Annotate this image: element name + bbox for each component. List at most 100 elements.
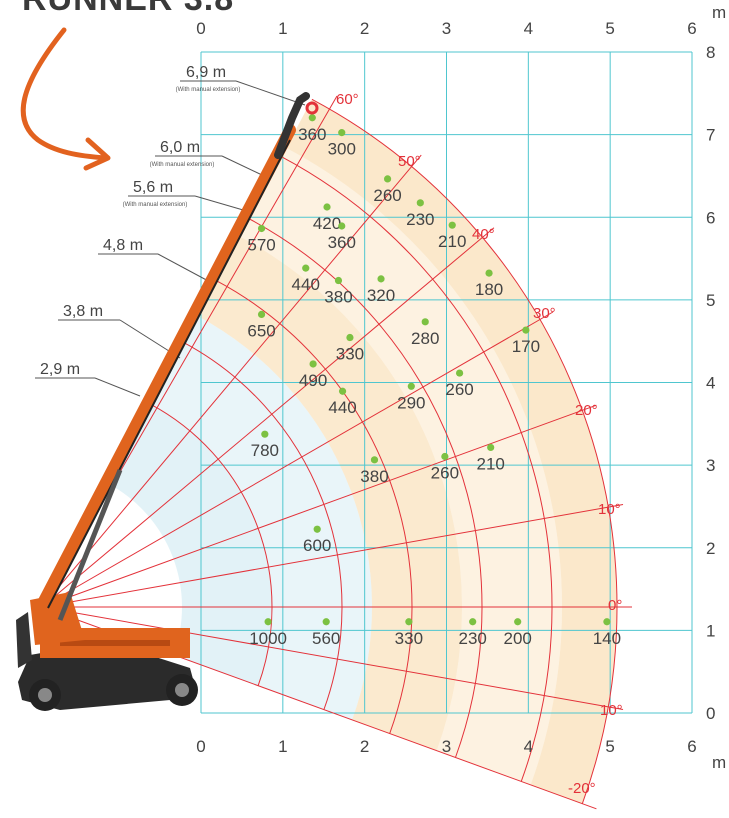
load-value: 280 <box>411 329 439 348</box>
load-value: 360 <box>298 125 326 144</box>
angle-label: 0° <box>608 597 622 614</box>
load-value: 440 <box>328 398 356 417</box>
y-axis-right: 0 1 2 3 4 5 6 7 8 <box>706 43 715 723</box>
load-point <box>405 618 413 626</box>
load-value: 260 <box>373 186 401 205</box>
load-point <box>370 456 379 464</box>
boom-length-label: 3,8 m <box>63 303 103 320</box>
load-point <box>455 369 464 377</box>
boom-length-label: 5,6 m <box>133 179 173 196</box>
y-tick-label: 8 <box>706 43 715 62</box>
y-tick-label: 1 <box>706 621 715 640</box>
load-value: 570 <box>247 235 275 254</box>
load-value: 210 <box>477 454 505 473</box>
boom-length-leader <box>94 377 141 397</box>
angle-ray <box>41 311 554 608</box>
load-value: 330 <box>336 345 364 364</box>
boom-length-labels: 6,9 m (With manual extension) 6,0 m (With m… <box>35 64 306 397</box>
boom-length-leader <box>194 195 251 213</box>
load-value: 300 <box>328 140 356 159</box>
load-value: 560 <box>312 629 340 648</box>
y-tick-label: 7 <box>706 126 715 145</box>
y-tick-label: 4 <box>706 374 715 393</box>
x-tick-label: 2 <box>360 19 369 38</box>
crane-hook <box>305 101 319 115</box>
grid <box>200 51 693 714</box>
load-value: 330 <box>395 629 423 648</box>
load-value: 230 <box>458 629 486 648</box>
load-value: 290 <box>397 393 425 412</box>
load-value: 170 <box>512 337 540 356</box>
boom-length-leader <box>221 155 263 176</box>
load-point <box>383 175 392 183</box>
load-point <box>322 618 330 626</box>
load-value: 210 <box>438 232 466 251</box>
load-point <box>334 276 343 285</box>
angle-ray <box>41 227 495 608</box>
crane-body-stripe <box>60 640 170 646</box>
load-point <box>323 203 331 211</box>
load-point <box>338 222 346 230</box>
angle-ray <box>41 606 624 710</box>
boom-arc <box>215 279 413 734</box>
y-tick-label: 6 <box>706 208 715 227</box>
x-tick-label: 3 <box>442 737 451 756</box>
load-value: 180 <box>475 280 503 299</box>
boom-length-leader <box>157 253 213 284</box>
load-point <box>448 221 456 229</box>
load-point <box>469 618 477 626</box>
load-point <box>313 525 321 533</box>
load-value: 780 <box>251 441 279 460</box>
x-tick-label: 1 <box>278 737 287 756</box>
load-value: 650 <box>247 321 275 340</box>
load-point <box>514 618 522 626</box>
unit-label-top: m <box>712 3 726 22</box>
angle-label: 50° <box>398 153 421 170</box>
load-point <box>416 199 424 207</box>
load-value: 1000 <box>249 629 287 648</box>
crane-chassis <box>18 648 196 710</box>
crane-wheel-hub <box>175 683 189 697</box>
x-tick-label: 5 <box>605 737 614 756</box>
y-tick-label: 3 <box>706 456 715 475</box>
boom-arc <box>182 341 343 710</box>
load-point <box>407 382 415 390</box>
load-point <box>338 129 346 137</box>
arrow-icon <box>20 27 109 161</box>
x-axis-bottom: 0 1 2 3 4 5 6 <box>196 737 696 756</box>
load-value: 600 <box>303 536 331 555</box>
boom-length-label: 2,9 m <box>40 361 80 378</box>
boom-arc <box>281 156 553 782</box>
boom-arc <box>149 403 273 686</box>
load-point <box>309 360 317 368</box>
x-tick-label: 0 <box>196 19 205 38</box>
x-tick-label: 1 <box>278 19 287 38</box>
boom-length-leader <box>235 80 306 106</box>
unit-label-bottom: m <box>712 753 726 772</box>
crane-wheel-hub-rear <box>38 688 52 702</box>
load-point <box>264 618 272 626</box>
x-tick-label: 4 <box>524 737 533 756</box>
x-tick-label: 6 <box>687 737 696 756</box>
load-point <box>302 264 310 272</box>
boom-length-note: (With manual extension) <box>123 202 188 208</box>
boom-length-label: 4,8 m <box>103 237 143 254</box>
x-tick-label: 2 <box>360 737 369 756</box>
boom-length-label: 6,0 m <box>160 139 200 156</box>
y-tick-label: 2 <box>706 539 715 558</box>
angle-labels: 60° 50° 40° 30° 20° 10° 0° 10° -20° <box>336 91 623 797</box>
load-value: 380 <box>324 288 352 307</box>
load-point <box>377 275 385 283</box>
crane-boom <box>36 124 296 611</box>
load-value: 260 <box>431 464 459 483</box>
crane-boom-edge <box>47 139 291 609</box>
crane-outrigger <box>16 612 32 668</box>
load-point <box>308 114 316 122</box>
load-point <box>257 224 266 233</box>
angle-rays <box>41 95 632 810</box>
load-zone-1 <box>149 315 372 720</box>
load-value: 320 <box>367 286 395 305</box>
x-tick-label: 3 <box>442 19 451 38</box>
load-point <box>421 318 429 326</box>
